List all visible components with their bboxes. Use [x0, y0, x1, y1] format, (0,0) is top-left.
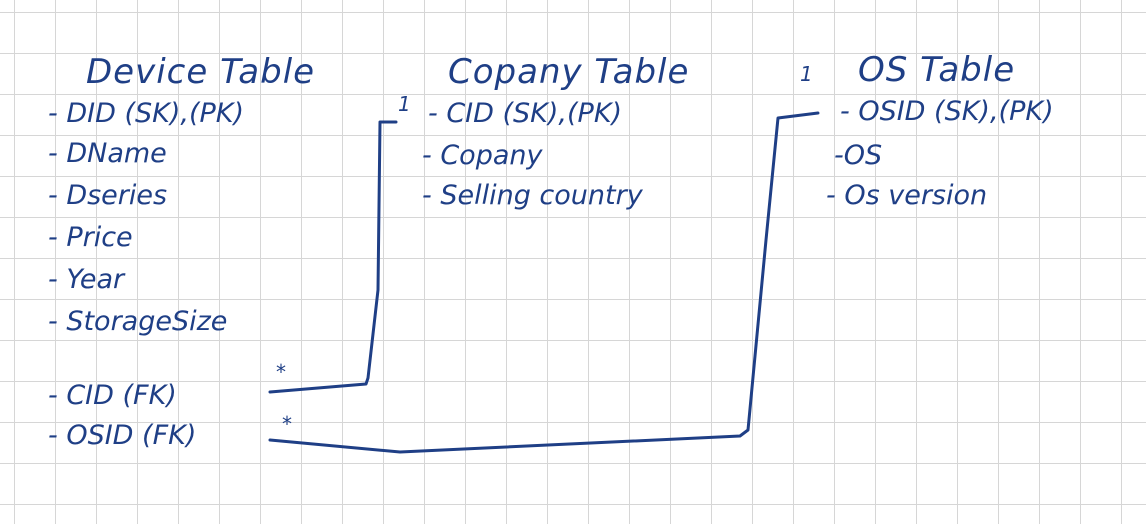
- device-field-osid-fk: - OSID (FK): [48, 420, 197, 451]
- os-field-os-version: - Os version: [826, 180, 988, 211]
- device-field-dname: - DName: [48, 138, 167, 169]
- device-field-did: - DID (SK),(PK): [48, 98, 245, 129]
- cid-relationship-line: [268, 120, 398, 394]
- device-field-dseries: - Dseries: [48, 180, 168, 211]
- osid-many-cardinality: *: [282, 412, 292, 436]
- device-table-title: Device Table: [86, 52, 316, 92]
- company-field-cid: - CID (SK),(PK): [428, 98, 623, 129]
- company-field-selling-country: - Selling country: [422, 180, 643, 211]
- device-field-price: - Price: [48, 222, 133, 253]
- cid-one-cardinality: 1: [398, 92, 411, 116]
- os-table-title: OS Table: [858, 50, 1016, 90]
- osid-one-cardinality: 1: [800, 62, 813, 86]
- osid-relationship-line: [268, 111, 820, 454]
- device-field-year: - Year: [48, 264, 125, 295]
- os-field-osid: - OSID (SK),(PK): [840, 96, 1054, 127]
- company-field-copany: - Copany: [422, 140, 543, 171]
- os-field-os: -OS: [834, 140, 883, 171]
- company-table-title: Copany Table: [448, 52, 690, 92]
- device-field-storagesize: - StorageSize: [48, 306, 228, 337]
- device-field-cid-fk: - CID (FK): [48, 380, 177, 411]
- cid-many-cardinality: *: [276, 360, 286, 384]
